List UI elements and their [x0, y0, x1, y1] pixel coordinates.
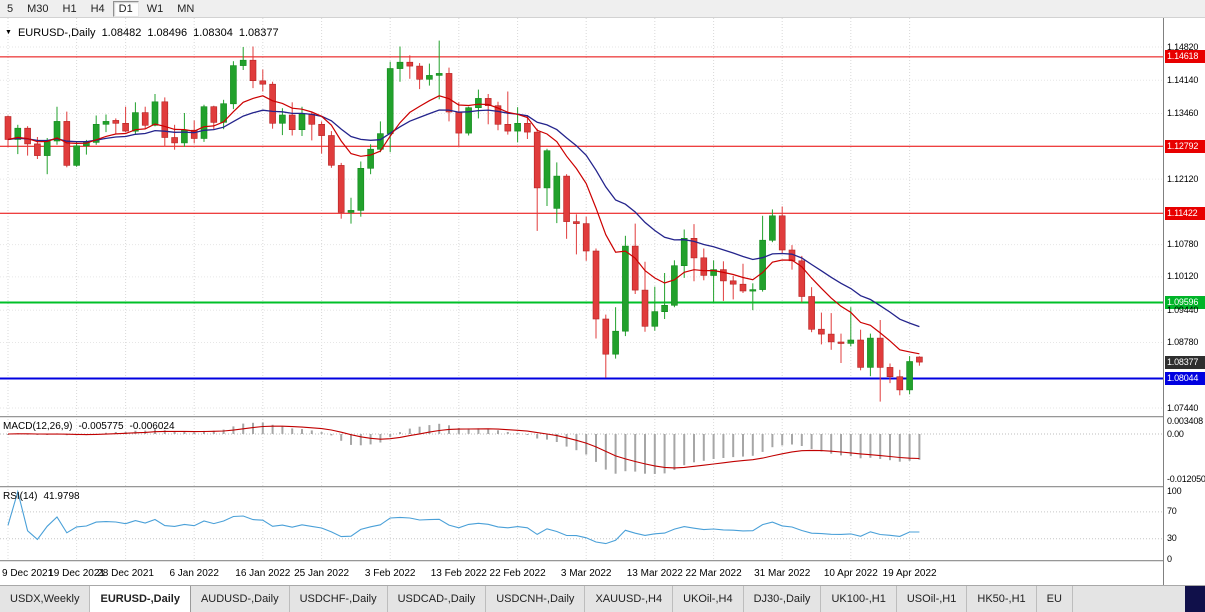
date-label: 19 Dec 2021	[48, 568, 105, 579]
screen-corner	[1185, 586, 1205, 612]
date-axis[interactable]: 9 Dec 2021 19 Dec 2021 28 Dec 2021 6 Jan 20…	[0, 563, 1163, 585]
tab-usdcnh-daily[interactable]: USDCNH-,Daily	[486, 586, 586, 612]
date-label: 9 Dec 2021	[2, 568, 54, 579]
date-label: 25 Jan 2022	[294, 568, 350, 579]
date-label: 10 Apr 2022	[823, 568, 878, 579]
horizontal-lines-layer	[0, 56, 1163, 380]
macd-axis-label: 0.003408	[1167, 415, 1203, 426]
date-label: 13 Feb 2022	[430, 568, 487, 579]
price-tag-green: 1.09596	[1165, 296, 1205, 309]
date-label: 28 Dec 2021	[97, 568, 154, 579]
rsi-value: 41.9798	[43, 491, 80, 502]
date-label: 22 Feb 2022	[489, 568, 546, 579]
tab-eu[interactable]: EU	[1036, 586, 1073, 612]
tab-usdchf-daily[interactable]: USDCHF-,Daily	[289, 586, 388, 612]
ohlc-high: 1.08496	[147, 27, 188, 39]
price-label: 1.10120	[1167, 271, 1199, 282]
panel-separator[interactable]	[0, 416, 1205, 419]
tab-eurusd-daily[interactable]: EURUSD-,Daily	[90, 586, 191, 612]
price-label: 1.12120	[1167, 173, 1199, 184]
tab-dj30-daily[interactable]: DJ30-,Daily	[743, 586, 822, 612]
price-label: 1.08780	[1167, 337, 1199, 347]
price-chart[interactable]	[0, 18, 1163, 417]
timeframe-button-mn[interactable]: MN	[177, 2, 195, 15]
macd-axis-label: 0.00	[1167, 428, 1184, 439]
timeframe-button-5[interactable]: 5	[7, 2, 14, 15]
symbol-tab-bar: USDX,Weekly EURUSD-,Daily AUDUSD-,Daily USD…	[0, 585, 1205, 612]
timeframe-button-h1[interactable]: H1	[62, 2, 77, 15]
macd-panel[interactable]	[0, 419, 1163, 486]
price-tag-red: 1.14618	[1165, 50, 1205, 64]
timeframe-bar: 5 M30 H1 H4 D1 W1 MN	[0, 0, 1205, 18]
price-label: 1.13460	[1167, 108, 1199, 118]
date-label: 19 Apr 2022	[882, 568, 937, 579]
macd-value-main: -0.005775	[78, 421, 124, 432]
tab-hk50-h1[interactable]: HK50-,H1	[967, 586, 1037, 612]
tab-usdx-weekly[interactable]: USDX,Weekly	[0, 586, 91, 612]
date-label: 22 Mar 2022	[685, 568, 742, 579]
date-label: 3 Mar 2022	[560, 568, 612, 579]
ohlc-open: 1.08482	[101, 27, 142, 39]
timeframe-button-d1[interactable]: D1	[112, 0, 139, 17]
tab-uk100-h1[interactable]: UK100-,H1	[821, 586, 897, 612]
date-label: 3 Feb 2022	[364, 568, 416, 579]
macd-signal-line	[7, 425, 920, 469]
panel-separator[interactable]	[0, 486, 1205, 489]
price-label: 1.10780	[1167, 239, 1199, 250]
tab-ukoil-h4[interactable]: UKOil-,H4	[673, 586, 744, 612]
ohlc-close: 1.08377	[238, 27, 279, 39]
grid-layer	[0, 18, 1163, 417]
rsi-axis-label: 70	[1167, 506, 1177, 517]
timeframe-button-m30[interactable]: M30	[27, 2, 49, 15]
chart-symbol-label: EURUSD-,Daily	[17, 27, 96, 39]
ma-slow-line	[7, 109, 920, 328]
macd-axis-label: -0.012050	[1167, 474, 1205, 485]
chevron-down-icon[interactable]: ▼	[5, 29, 12, 36]
date-label: 13 Mar 2022	[626, 568, 683, 579]
price-label: 1.14140	[1167, 74, 1199, 85]
ohlc-low: 1.08304	[193, 27, 233, 39]
ma-fast-line	[7, 95, 920, 355]
date-label: 16 Jan 2022	[235, 568, 291, 579]
tab-xauusd-h4[interactable]: XAUUSD-,H4	[585, 586, 674, 612]
macd-header: MACD(12,26,9) -0.005775 -0.006024	[3, 421, 175, 432]
rsi-panel[interactable]	[0, 489, 1163, 560]
timeframe-button-w1[interactable]: W1	[146, 2, 164, 15]
price-tag-red: 1.11422	[1165, 206, 1205, 220]
price-tag-red: 1.12792	[1165, 139, 1205, 153]
tab-audusd-daily[interactable]: AUDUSD-,Daily	[190, 586, 290, 612]
macd-label: MACD(12,26,9)	[3, 421, 73, 432]
macd-histogram	[7, 422, 921, 474]
date-label: 6 Jan 2022	[169, 568, 219, 579]
tab-usdcad-daily[interactable]: USDCAD-,Daily	[387, 586, 487, 612]
tab-usoil-h1[interactable]: USOil-,H1	[896, 586, 968, 612]
price-label: 1.07440	[1167, 402, 1199, 413]
candles-layer	[4, 40, 923, 402]
date-label: 31 Mar 2022	[754, 568, 811, 579]
price-axis[interactable]: 1.14820 1.14618 1.14140 1.13460 1.12792 1.121…	[1163, 18, 1205, 585]
rsi-header: RSI(14) 41.9798	[3, 491, 80, 502]
price-label: 1.09440	[1167, 304, 1199, 315]
rsi-axis-label: 30	[1167, 533, 1177, 544]
rsi-line	[7, 489, 920, 545]
rsi-label: RSI(14)	[3, 491, 38, 502]
timeframe-button-h4[interactable]: H4	[90, 2, 105, 15]
panel-separator[interactable]	[0, 560, 1205, 563]
macd-value-signal: -0.006024	[129, 421, 175, 432]
price-tag-current: 1.08377	[1165, 355, 1205, 369]
rsi-grid-layer	[7, 489, 911, 560]
chart-header: ▼ EURUSD-,Daily 1.08482 1.08496 1.08304 …	[5, 27, 279, 39]
price-tag-blue: 1.08044	[1165, 372, 1205, 385]
rsi-axis-label: 0	[1167, 553, 1172, 564]
rsi-axis-label: 100	[1167, 486, 1182, 497]
price-label: 1.14820	[1167, 41, 1199, 52]
